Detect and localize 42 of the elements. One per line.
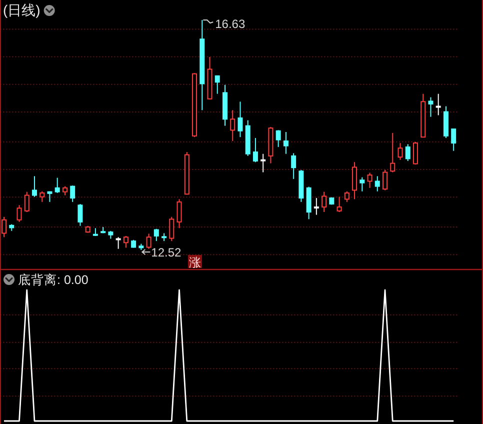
- candlestick: [70, 185, 76, 202]
- candlestick: [32, 176, 37, 198]
- candlestick: [374, 176, 380, 192]
- candlestick: [230, 110, 236, 142]
- candlestick: [78, 204, 83, 226]
- candlestick: [352, 162, 358, 200]
- candlestick: [451, 128, 456, 152]
- candlestick: [390, 132, 396, 173]
- chart-title: (日线): [3, 2, 40, 18]
- candlestick: [40, 190, 45, 202]
- candlestick: [322, 191, 327, 213]
- chart-title: 底背离: 0.00: [18, 272, 88, 287]
- candlestick: [214, 74, 220, 94]
- candlestick: [176, 198, 182, 229]
- candlestick: [252, 137, 258, 163]
- candlestick: [412, 141, 418, 165]
- candlestick: [336, 196, 342, 213]
- candlestick: [276, 130, 281, 148]
- candlestick: [382, 169, 388, 191]
- annotation: 12.52: [151, 246, 182, 260]
- candlestick: [360, 176, 365, 192]
- candlestick: [16, 204, 22, 222]
- annotation: 16.63: [215, 17, 246, 31]
- candlestick: [54, 177, 60, 194]
- candlestick: [154, 228, 159, 242]
- candlestick: [398, 142, 403, 160]
- candlestick: [344, 190, 350, 202]
- candlestick: [169, 216, 174, 242]
- candlestick: [405, 144, 410, 162]
- candlestick: [2, 216, 7, 238]
- candlestick: [238, 101, 243, 138]
- candlestick: [314, 198, 319, 216]
- candlestick: [291, 152, 296, 180]
- candlestick: [260, 153, 266, 173]
- candlestick: [436, 93, 441, 116]
- candlestick: [367, 172, 372, 188]
- candlestick: [428, 96, 434, 118]
- candlestick: [283, 132, 288, 154]
- candlestick: [116, 236, 121, 250]
- candlestick: [146, 233, 152, 250]
- candlestick: [24, 191, 30, 213]
- candlestick: [123, 235, 128, 248]
